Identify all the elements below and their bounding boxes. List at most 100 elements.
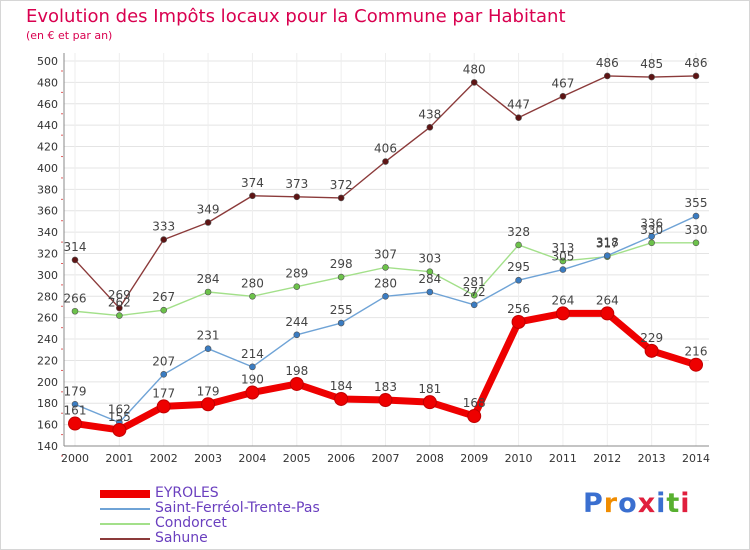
data-label: 229	[640, 331, 663, 345]
data-label: 280	[374, 276, 397, 290]
y-tick-label: 160	[37, 419, 58, 432]
data-point	[116, 312, 123, 319]
data-point	[515, 276, 522, 284]
data-point	[692, 72, 700, 80]
data-point	[249, 192, 256, 200]
data-point	[334, 391, 349, 406]
x-tick-label: 2006	[327, 452, 355, 465]
data-label: 281	[463, 275, 486, 289]
data-point	[204, 345, 212, 352]
data-point	[245, 385, 260, 400]
x-tick-label: 2008	[416, 452, 444, 465]
data-point	[337, 319, 345, 327]
data-point	[511, 314, 526, 329]
data-label: 355	[685, 196, 708, 210]
logo-letter: x	[637, 488, 657, 519]
data-point	[201, 397, 216, 412]
data-label: 333	[152, 220, 175, 234]
data-point	[337, 194, 345, 202]
x-tick-label: 2005	[283, 452, 311, 465]
data-point	[470, 291, 478, 299]
y-tick-label: 280	[37, 290, 58, 303]
y-tick-label: 300	[37, 269, 58, 282]
data-point	[68, 416, 82, 431]
data-label: 485	[640, 57, 663, 71]
y-tick-label: 500	[37, 55, 58, 68]
data-point	[116, 304, 123, 312]
data-point	[112, 422, 127, 437]
data-point	[600, 306, 615, 321]
data-label: 177	[152, 386, 175, 400]
data-point	[426, 268, 434, 275]
data-point	[293, 331, 301, 339]
data-point	[603, 252, 611, 259]
y-tick-label: 340	[37, 226, 58, 239]
data-point	[470, 301, 478, 309]
data-point	[692, 239, 700, 247]
data-point	[692, 212, 700, 220]
data-label: 467	[551, 76, 574, 90]
data-label: 318	[596, 236, 619, 250]
data-point	[160, 236, 168, 243]
data-label: 330	[685, 223, 708, 237]
y-tick-label: 240	[37, 333, 58, 346]
data-label: 317	[596, 237, 619, 251]
logo-letter: o	[618, 488, 638, 519]
x-tick-label: 2001	[105, 452, 133, 465]
legend-swatch	[100, 508, 150, 510]
data-label: 280	[241, 276, 264, 290]
x-tick-label: 2003	[194, 452, 222, 465]
data-label: 447	[507, 98, 530, 112]
data-point	[382, 158, 389, 165]
data-label: 486	[685, 56, 708, 70]
data-point	[603, 72, 611, 80]
x-tick-label: 2012	[593, 452, 621, 465]
y-tick-label: 260	[37, 312, 58, 325]
legend-swatch	[100, 523, 150, 525]
data-label: 272	[463, 285, 486, 299]
x-tick-label: 2007	[372, 452, 400, 465]
logo-letter: i	[680, 488, 691, 519]
y-tick-label: 180	[37, 397, 58, 410]
y-tick-label: 400	[37, 162, 58, 175]
y-tick-label: 420	[37, 141, 58, 154]
data-point	[204, 288, 212, 296]
data-point	[515, 241, 522, 249]
y-tick-label: 380	[37, 183, 58, 196]
data-point	[648, 73, 655, 81]
x-tick-label: 2013	[638, 452, 666, 465]
data-label: 313	[551, 241, 574, 255]
data-label: 303	[418, 252, 441, 266]
data-point	[382, 264, 389, 271]
data-point	[559, 266, 567, 273]
x-tick-label: 2004	[238, 452, 266, 465]
chart-title: Evolution des Impôts locaux pour la Comm…	[26, 6, 566, 27]
y-tick-label: 440	[37, 119, 58, 132]
data-label: 179	[197, 384, 220, 398]
x-tick-label: 2000	[61, 452, 89, 465]
y-tick-label: 480	[37, 76, 58, 89]
data-point	[559, 92, 567, 100]
y-tick-label: 220	[37, 354, 58, 367]
x-tick-label: 2009	[460, 452, 488, 465]
y-tick-label: 360	[37, 205, 58, 218]
data-point	[337, 273, 345, 281]
logo-letter: t	[666, 488, 681, 519]
data-label: 374	[241, 176, 264, 190]
data-label: 255	[330, 303, 353, 317]
logo-letter: r	[603, 488, 619, 519]
data-label: 269	[108, 288, 131, 302]
data-label: 161	[64, 404, 87, 418]
data-label: 289	[285, 267, 308, 281]
data-label: 406	[374, 142, 397, 156]
data-label: 486	[596, 56, 619, 70]
data-label: 307	[374, 247, 397, 261]
data-label: 266	[64, 291, 87, 305]
data-point	[470, 79, 478, 86]
plot-area	[64, 53, 709, 446]
y-tick-label: 460	[37, 98, 58, 111]
data-point	[648, 239, 655, 247]
x-tick-label: 2010	[505, 452, 533, 465]
data-point	[71, 400, 79, 408]
